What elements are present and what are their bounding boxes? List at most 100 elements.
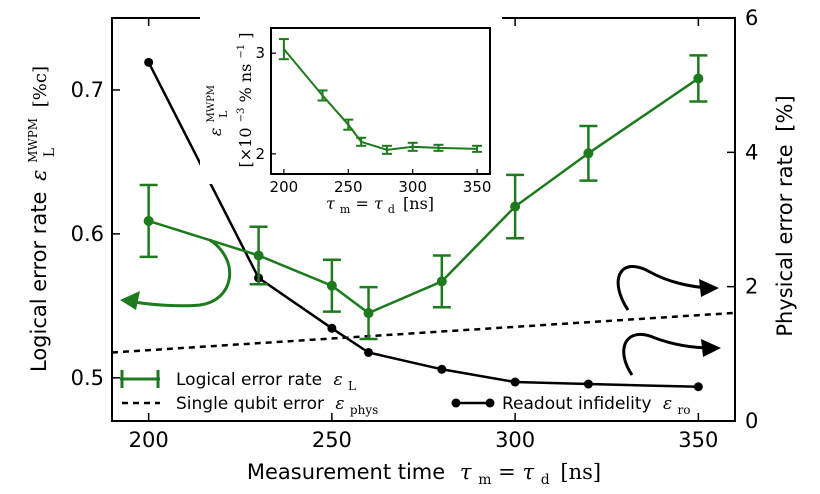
legend-readout-name: Readout infidelity	[502, 394, 652, 414]
logical-error-rate-point	[326, 280, 337, 291]
inset-x-axis-label-symbol: τ	[326, 194, 336, 213]
inset-y-axis-label-unit1: [×10	[236, 127, 255, 167]
main-series	[111, 54, 736, 392]
y-axis-left-label-text: Logical error rate	[27, 192, 51, 372]
inset-y-axis-label-eps: ε	[206, 128, 225, 137]
inset-y-tick-label: 3	[255, 44, 265, 62]
readout-infidelity-point	[437, 364, 447, 374]
inset-y-axis-label-exp2: −1	[236, 44, 247, 59]
logical-error-rate-point	[253, 250, 264, 261]
logical-error-rate-point	[363, 308, 374, 319]
main-ticks: 200 250 300 350 0.5 0.6 0.7 0 2 4 6	[71, 6, 759, 452]
legend-item-logical: Logical error rate ε L	[120, 370, 356, 393]
inset-background	[200, 14, 502, 184]
x-axis-label-sub: m	[478, 472, 491, 488]
logical-error-rate-point	[693, 73, 704, 84]
y-right-tick-label: 0	[745, 409, 758, 433]
logical-error-rate-point	[510, 201, 521, 212]
y-axis-right-label-text: Physical error rate	[773, 144, 797, 336]
x-axis-label: Measurement time τ m = τ d [ns]	[247, 460, 601, 489]
legend-logical-name: Logical error rate	[176, 370, 322, 390]
right-axis-arrowhead-upper-icon	[699, 279, 719, 297]
inset-x-tick-label: 350	[463, 178, 492, 196]
y-right-tick-label: 4	[745, 140, 758, 164]
readout-infidelity-point	[144, 57, 154, 67]
inset-y-axis-label-sub: L	[217, 110, 230, 118]
readout-infidelity-point	[327, 323, 337, 333]
single-qubit-error-line	[111, 311, 736, 354]
legend-readout-sub: ro	[678, 403, 691, 417]
legend-logical-label: Logical error rate ε L	[176, 370, 356, 393]
inset-y-axis-label-exp1: −3	[236, 108, 247, 123]
legend-logical-symbol: ε	[333, 370, 342, 390]
logical-error-rate-point	[436, 276, 447, 287]
x-axis-label-unit: [ns]	[560, 460, 601, 484]
x-tick-label: 250	[312, 428, 352, 452]
logical-error-rate-line	[148, 77, 700, 315]
right-axis-arrowhead-lower-icon	[701, 339, 721, 357]
legend-logical-sub: L	[348, 379, 356, 393]
inset-y-axis-label-close: ]	[236, 33, 255, 39]
inset-y-tick-label: 2	[255, 145, 265, 163]
readout-infidelity-point	[693, 382, 703, 392]
x-axis-label-symbol2: τ	[522, 460, 534, 484]
inset-series	[278, 38, 483, 155]
legend-readout-marker-left	[451, 398, 461, 408]
y-axis-left-label-unit: [%c]	[30, 66, 51, 107]
legend-single-qubit-name: Single qubit error	[176, 394, 324, 414]
legend-item-single-qubit: Single qubit error ε phys	[122, 394, 378, 417]
inset-x-axis-label: τ m = τ d [ns]	[326, 194, 434, 217]
inset-x-tick-label: 300	[398, 178, 427, 196]
inset-x-axis-label-sub2: d	[388, 203, 395, 216]
inset-x-axis-label-sub: m	[340, 203, 351, 216]
left-axis-arrowhead-icon	[120, 291, 140, 310]
legend-readout-symbol: ε	[663, 394, 672, 414]
y-axis-left-label-sub: L	[42, 148, 58, 157]
inset-x-axis-label-symbol2: τ	[374, 194, 384, 213]
y-axis-right-label-unit: [%]	[773, 95, 797, 131]
y-axis-left-label-sup: MWPM	[26, 118, 40, 163]
y-left-tick-label: 0.5	[71, 366, 104, 390]
axis-arrows	[120, 238, 721, 376]
logical-error-rate-point	[143, 215, 154, 226]
right-axis-arrow-lower-icon	[622, 332, 713, 376]
x-axis-label-eq: =	[498, 460, 522, 484]
left-axis-arrow-icon	[127, 238, 232, 308]
x-axis-label-sub2: d	[541, 472, 550, 488]
x-axis-label-symbol: τ	[460, 460, 472, 484]
legend-single-qubit-symbol: ε	[335, 394, 344, 414]
inset-x-tick-label: 200	[270, 178, 299, 196]
inset-y-axis-label-symbol: ε MWPM L	[199, 80, 230, 136]
y-axis-left-label-symbol: ε	[27, 170, 51, 181]
x-tick-label: 350	[678, 428, 718, 452]
readout-infidelity-line	[147, 61, 699, 388]
y-axis-right-label: Physical error rate [%]	[773, 95, 797, 336]
x-axis-label-text: Measurement time	[247, 460, 445, 484]
x-tick-label: 200	[129, 428, 169, 452]
legend-single-qubit-sub: phys	[350, 403, 378, 417]
inset-y-axis-label-unit: [×10 −3 % ns −1 ]	[229, 33, 255, 168]
legend: Logical error rate ε L Single qubit erro…	[120, 370, 691, 417]
inset-x-axis-label-eq: =	[355, 194, 374, 213]
inset-x-tick-label: 250	[334, 178, 363, 196]
readout-infidelity-point	[583, 379, 593, 389]
inset-y-axis-label-unit2: % ns	[236, 64, 255, 103]
inset-y-axis-label-sup: MWPM	[206, 85, 217, 123]
legend-item-readout: Readout infidelity ε ro	[451, 394, 691, 417]
inset-x-axis-label-unit: [ns]	[403, 194, 434, 213]
inset-plot-frame	[270, 27, 491, 175]
legend-readout-marker-right	[485, 398, 495, 408]
legend-readout-label: Readout infidelity ε ro	[502, 394, 691, 417]
y-right-tick-label: 2	[745, 275, 758, 299]
y-left-tick-label: 0.6	[71, 222, 104, 246]
y-axis-left-label: Logical error rate ε MWPM L [%c]	[18, 66, 59, 372]
y-right-tick-label: 6	[745, 6, 758, 30]
legend-single-qubit-label: Single qubit error ε phys	[176, 394, 378, 417]
readout-infidelity-point	[364, 347, 374, 357]
x-tick-label: 300	[495, 428, 535, 452]
y-left-tick-label: 0.7	[71, 78, 104, 102]
logical-error-rate-point	[583, 148, 594, 159]
inset-ticks: 200 250 300 350 2 3	[255, 44, 491, 196]
right-axis-arrow-upper-icon	[616, 265, 711, 311]
